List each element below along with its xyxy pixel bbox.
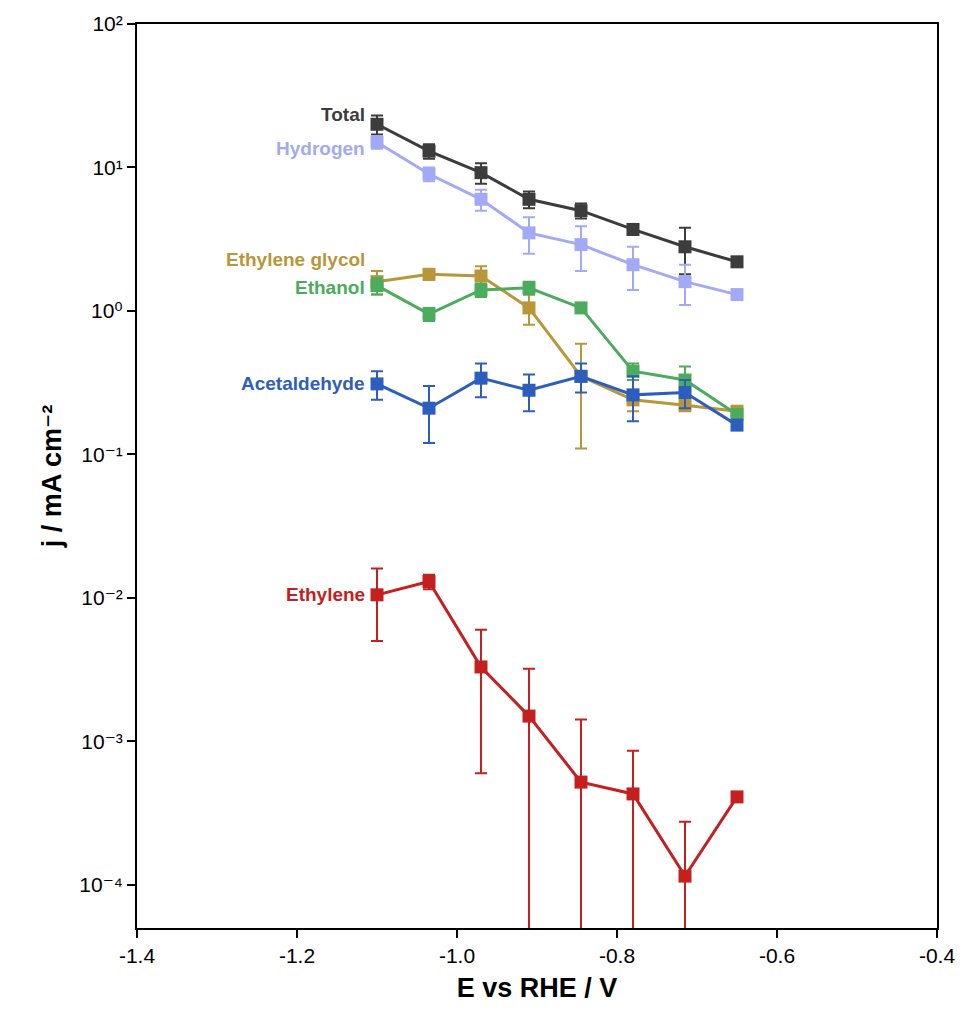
svg-text:-1.4: -1.4 [119,944,156,967]
svg-text:E vs RHE / V: E vs RHE / V [457,973,618,1003]
svg-text:-0.4: -0.4 [919,944,956,967]
svg-text:Hydrogen: Hydrogen [276,138,365,159]
svg-text:Ethylene glycol: Ethylene glycol [226,249,365,270]
svg-text:Ethanol: Ethanol [295,277,365,298]
svg-text:10¹: 10¹ [92,156,122,179]
svg-text:10²: 10² [92,12,122,35]
svg-text:10⁻⁴: 10⁻⁴ [79,873,122,896]
svg-text:Total: Total [321,104,365,125]
svg-text:-0.6: -0.6 [759,944,795,967]
svg-text:Ethylene: Ethylene [286,584,365,605]
svg-text:j / mA cm⁻²: j / mA cm⁻² [37,405,67,548]
svg-text:-1.0: -1.0 [439,944,475,967]
svg-text:10⁻³: 10⁻³ [81,730,122,753]
svg-text:-1.2: -1.2 [279,944,315,967]
svg-text:Acetaldehyde: Acetaldehyde [241,373,365,394]
svg-text:-0.8: -0.8 [599,944,635,967]
svg-text:10⁰: 10⁰ [91,299,123,322]
svg-text:10⁻¹: 10⁻¹ [81,443,122,466]
svg-text:10⁻²: 10⁻² [81,586,122,609]
